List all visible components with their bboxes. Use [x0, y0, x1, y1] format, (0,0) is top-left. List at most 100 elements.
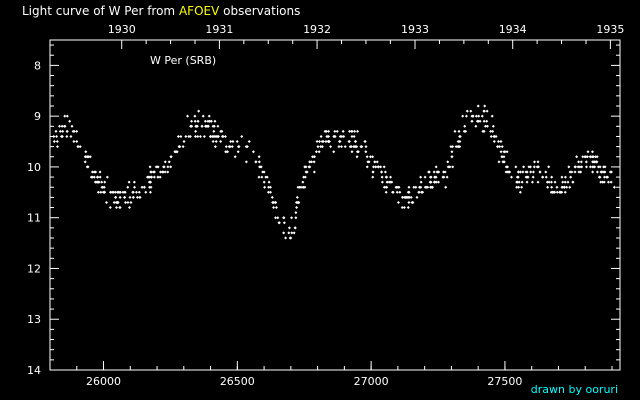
observation-point: [521, 170, 525, 174]
observation-point: [597, 175, 601, 179]
observation-point: [541, 175, 545, 179]
observation-point: [148, 190, 152, 194]
observation-point: [584, 160, 588, 164]
observation-point: [525, 180, 529, 184]
observation-point: [457, 129, 461, 133]
observation-point: [133, 185, 137, 189]
observation-point: [491, 124, 495, 128]
observation-point: [105, 175, 109, 179]
observation-point: [114, 200, 118, 204]
observation-point: [303, 175, 307, 179]
observation-point: [184, 134, 188, 138]
observation-point: [154, 165, 158, 169]
observation-point: [327, 129, 331, 133]
observation-point: [482, 109, 486, 113]
observation-point: [263, 185, 267, 189]
year-tick-label: 1935: [596, 23, 624, 36]
observation-point: [577, 170, 581, 174]
observation-point: [606, 180, 610, 184]
observation-point: [75, 129, 79, 133]
observation-point: [270, 195, 274, 199]
observation-point: [156, 175, 160, 179]
observation-point: [310, 160, 314, 164]
observation-point: [394, 185, 398, 189]
observation-point: [324, 140, 328, 144]
observation-point: [522, 165, 526, 169]
observation-point: [166, 165, 170, 169]
observation-point: [599, 180, 603, 184]
observation-point: [138, 195, 142, 199]
observation-point: [429, 185, 433, 189]
observation-point: [568, 185, 572, 189]
observation-point: [406, 190, 410, 194]
credit-label: drawn by ooruri: [530, 383, 618, 396]
observation-point: [417, 190, 421, 194]
title-source[interactable]: AFOEV: [178, 4, 220, 18]
observation-point: [186, 114, 190, 118]
observation-point: [569, 175, 573, 179]
observation-point: [348, 129, 352, 133]
observation-point: [372, 165, 376, 169]
observation-point: [499, 150, 503, 154]
observation-point: [492, 140, 496, 144]
observation-point: [489, 134, 493, 138]
observation-point: [371, 155, 375, 159]
x-tick-label: 26500: [220, 375, 255, 388]
observation-point: [538, 170, 542, 174]
observation-point: [347, 140, 351, 144]
observation-point: [391, 190, 395, 194]
observation-point: [385, 185, 389, 189]
observation-point: [114, 195, 118, 199]
observation-point: [126, 200, 130, 204]
observation-point: [338, 140, 342, 144]
observation-point: [464, 114, 468, 118]
observation-point: [128, 195, 132, 199]
observation-point: [485, 109, 489, 113]
observation-point: [563, 175, 567, 179]
observation-point: [560, 185, 564, 189]
observation-point: [113, 190, 117, 194]
observation-point: [126, 185, 130, 189]
observation-point: [207, 114, 211, 118]
observation-point: [254, 160, 258, 164]
observation-point: [450, 155, 454, 159]
observation-point: [356, 150, 360, 154]
observation-point: [342, 134, 346, 138]
observation-point: [410, 200, 414, 204]
observation-point: [570, 170, 574, 174]
observation-point: [147, 175, 151, 179]
observation-point: [231, 140, 235, 144]
observation-point: [588, 155, 592, 159]
observation-point: [482, 119, 486, 123]
observation-point: [209, 134, 213, 138]
observation-point: [340, 134, 344, 138]
observation-point: [436, 180, 440, 184]
observation-point: [551, 190, 555, 194]
observation-point: [96, 180, 100, 184]
observation-point: [282, 216, 286, 220]
observation-point: [475, 119, 479, 123]
observation-point: [412, 185, 416, 189]
observation-point: [365, 165, 369, 169]
observation-point: [471, 114, 475, 118]
observation-point: [335, 129, 339, 133]
observation-point: [60, 124, 64, 128]
observation-point: [264, 175, 268, 179]
observation-point: [135, 195, 139, 199]
observation-point: [448, 165, 452, 169]
observation-point: [590, 150, 594, 154]
observation-point: [352, 134, 356, 138]
observation-point: [132, 180, 136, 184]
observation-point: [453, 129, 457, 133]
observation-point: [227, 145, 231, 149]
observation-point: [527, 165, 531, 169]
observation-point: [598, 165, 602, 169]
observation-point: [380, 180, 384, 184]
observation-point: [432, 180, 436, 184]
observation-point: [481, 129, 485, 133]
observation-point: [302, 175, 306, 179]
observation-point: [247, 140, 251, 144]
observation-point: [407, 195, 411, 199]
observation-point: [500, 155, 504, 159]
observation-point: [501, 160, 505, 164]
